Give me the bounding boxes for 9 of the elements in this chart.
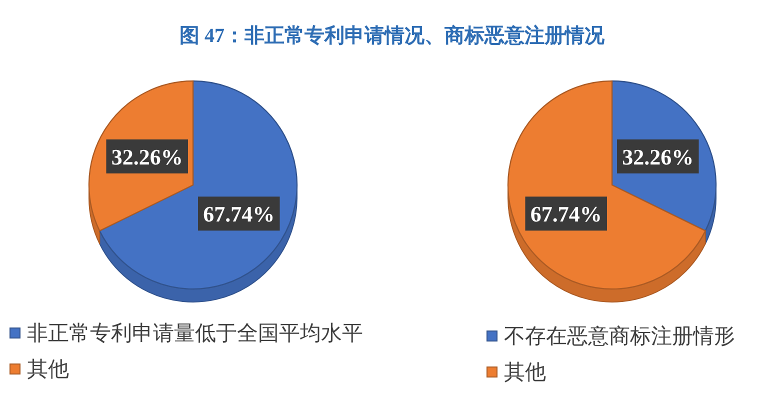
data-label: 67.74% [530, 201, 602, 226]
legend-label: 其他 [504, 360, 546, 384]
data-label: 67.74% [203, 201, 275, 226]
legend-label: 其他 [27, 357, 69, 381]
data-label: 32.26% [111, 144, 183, 169]
legend-label: 不存在恶意商标注册情形 [504, 324, 735, 348]
legend-label: 非正常专利申请量低于全国平均水平 [27, 321, 363, 345]
data-label: 32.26% [622, 144, 694, 169]
chart-title: 图 47：非正常专利申请情况、商标恶意注册情况 [180, 24, 606, 47]
